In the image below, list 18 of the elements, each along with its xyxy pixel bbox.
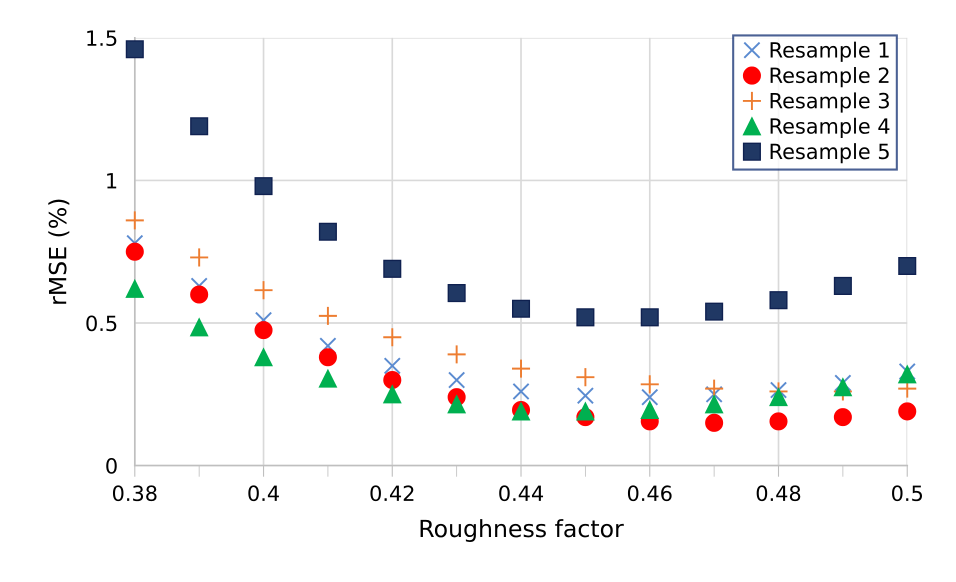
legend-label: Resample 2 <box>770 67 888 88</box>
legend-label: Resample 5 <box>770 143 889 164</box>
y-tick-label: 1.5 <box>87 30 116 46</box>
y-tick-label: 0.5 <box>86 315 116 332</box>
x-tick-label: 0.4 <box>248 485 279 502</box>
legend-label: Resample 1 <box>770 42 889 62</box>
x-tick-label: 0.44 <box>499 485 544 502</box>
x-tick-label: 0.46 <box>628 485 672 502</box>
x-tick-label: 0.48 <box>756 485 800 502</box>
y-tick-label: 1 <box>107 173 116 188</box>
x-tick-label: 0.42 <box>370 485 414 502</box>
legend-label: Resample 4 <box>770 118 890 138</box>
x-tick-label: 0.5 <box>892 485 922 502</box>
y-axis-title: rMSE (%) <box>48 200 70 304</box>
x-tick-label: 0.38 <box>112 485 157 502</box>
legend-label: Resample 3 <box>770 92 889 113</box>
y-tick-label: 0 <box>106 458 117 474</box>
x-axis-title: Roughness factor <box>420 519 624 542</box>
